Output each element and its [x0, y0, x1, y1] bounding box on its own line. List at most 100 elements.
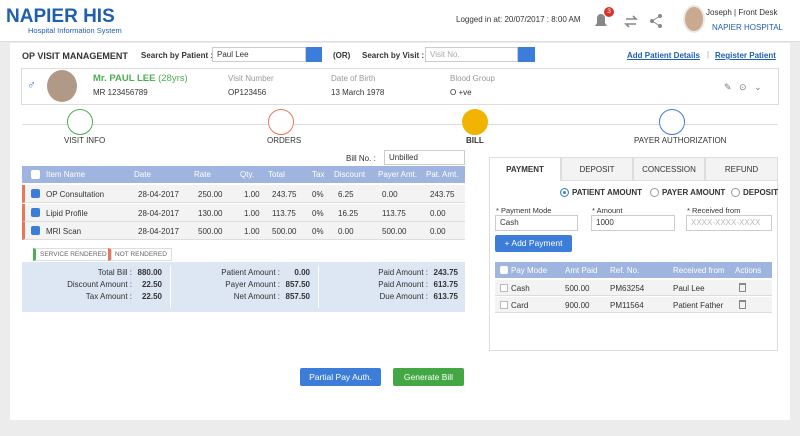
cell: PM63254 — [610, 284, 645, 293]
step-label[interactable]: VISIT INFO — [64, 136, 106, 145]
checkbox[interactable] — [31, 189, 40, 198]
payment-table: Pay Mode Amt Paid Ref. No. Received from Act… — [495, 262, 772, 316]
table-header: Pay Mode Amt Paid Ref. No. Received from Act… — [495, 262, 772, 278]
radio[interactable] — [731, 188, 740, 197]
summary-value: 243.75 — [433, 268, 458, 277]
hospital: NAPIER HOSPITAL — [712, 23, 783, 32]
cell: 500.00 — [382, 227, 407, 236]
amount-options: PATIENT AMOUNT PAYER AMOUNT DEPOSIT — [560, 187, 778, 199]
patient-mr: MR 123456789 — [93, 88, 148, 97]
step-label[interactable]: PAYER AUTHORIZATION — [634, 136, 727, 145]
step-icon[interactable] — [659, 109, 685, 135]
checkbox[interactable] — [500, 301, 508, 309]
step-icon[interactable] — [462, 109, 488, 135]
search-patient-button[interactable] — [306, 47, 322, 62]
header — [0, 0, 800, 42]
radio-label[interactable]: PAYER AMOUNT — [662, 188, 726, 197]
search-visit-button[interactable] — [518, 47, 535, 62]
step-icon[interactable] — [67, 109, 93, 135]
cell: MRI Scan — [46, 227, 82, 236]
table-header: Item Name Date Rate Qty. Total Tax Discount Pay… — [22, 166, 465, 183]
or-label: (OR) — [333, 51, 351, 60]
summary-label: Net Amount : — [233, 292, 280, 301]
cell: 500.00 — [272, 227, 297, 236]
notification-badge[interactable]: 3 — [604, 7, 614, 17]
cell: 0.00 — [382, 190, 398, 199]
form-label: * Payment Mode — [496, 206, 552, 215]
tab[interactable]: DEPOSIT — [561, 157, 633, 181]
radio-label[interactable]: PATIENT AMOUNT — [572, 188, 643, 197]
header-icons[interactable] — [590, 10, 670, 32]
radio[interactable] — [650, 188, 659, 197]
table-row: Lipid Profile 28-04-2017 130.00 1.00 113.75 0… — [22, 203, 465, 222]
summary-value: 613.75 — [433, 280, 458, 289]
step-icon[interactable] — [268, 109, 294, 135]
cell: Cash — [511, 284, 530, 293]
avatar[interactable] — [683, 5, 705, 33]
search-visit-input[interactable]: Visit No. — [425, 47, 518, 62]
cell: 28-04-2017 — [138, 190, 179, 199]
generate-bill-button[interactable]: Generate Bill — [393, 368, 464, 386]
link[interactable]: Add Patient Details — [627, 51, 700, 60]
checkbox[interactable] — [500, 266, 508, 274]
partial-pay-button[interactable]: Partial Pay Auth. — [300, 368, 381, 386]
amount-input[interactable]: 1000 — [591, 215, 675, 231]
search-patient-label: Search by Patient : — [141, 51, 214, 60]
cell: 113.75 — [382, 208, 406, 218]
checkbox[interactable] — [31, 207, 40, 217]
legend-item: SERVICE RENDERED — [33, 248, 112, 261]
cell: 500.00 — [565, 284, 590, 293]
cell: 1.00 — [244, 190, 260, 199]
field-label: Blood Group — [450, 74, 495, 83]
search-patient-input[interactable]: Paul Lee — [212, 47, 306, 62]
cell: 16.25 — [338, 208, 359, 218]
checkbox[interactable] — [31, 170, 40, 179]
cell: 243.75 — [272, 190, 297, 199]
card-actions[interactable]: ✎ ⊙ ⌄ — [724, 82, 762, 92]
radio-label[interactable]: DEPOSIT — [743, 188, 779, 197]
summary-label: Tax Amount : — [85, 292, 132, 301]
search-visit-label: Search by Visit : — [362, 51, 425, 60]
user: Joseph | Front Desk — [706, 8, 778, 17]
summary-value: 857.50 — [285, 280, 310, 289]
delete-icon[interactable] — [739, 283, 746, 292]
logo-sub: Hospital Information System — [28, 26, 122, 35]
column-header: Amt Paid — [565, 266, 598, 275]
tab[interactable]: PAYMENT — [489, 157, 561, 181]
radio[interactable] — [560, 188, 569, 197]
cell: 1.00 — [244, 208, 260, 218]
patient-photo — [47, 70, 77, 102]
logo: NAPIER HIS — [6, 6, 115, 27]
step-line — [22, 124, 778, 125]
cell: 500.00 — [198, 227, 223, 236]
gender-icon: ♂ — [27, 78, 36, 92]
tab[interactable]: CONCESSION — [633, 157, 705, 181]
step-label[interactable]: ORDERS — [267, 136, 302, 145]
bill-summary: Total Bill : 880.00 Discount Amount : 22.50… — [22, 262, 465, 312]
checkbox[interactable] — [500, 284, 508, 292]
legend-item: NOT RENDERED — [108, 248, 172, 261]
bill-table: Item Name Date Rate Qty. Total Tax Discount Pay… — [22, 166, 465, 241]
tab[interactable]: REFUND — [705, 157, 778, 181]
summary-value: 613.75 — [433, 292, 458, 301]
divider — [170, 266, 171, 308]
column-header: Tax — [312, 170, 325, 179]
received-input[interactable]: XXXX-XXXX-XXXX — [686, 215, 772, 231]
bill-no-select[interactable]: Unbilled — [384, 150, 465, 165]
summary-value: 22.50 — [141, 292, 162, 301]
payment-mode-select[interactable]: Cash — [495, 215, 578, 231]
cell: Lipid Profile — [46, 208, 88, 218]
table-row: Cash 500.00 PM63254 Paul Lee — [495, 280, 772, 296]
patient-name: Mr. PAUL LEE (28yrs) — [93, 73, 188, 84]
link[interactable]: Register Patient — [715, 51, 776, 60]
table-row: OP Consultation 28-04-2017 250.00 1.00 243.7… — [22, 185, 465, 203]
checkbox[interactable] — [31, 226, 40, 235]
tabs: PAYMENT DEPOSIT CONCESSION REFUND — [489, 157, 778, 181]
delete-icon[interactable] — [739, 300, 746, 309]
cell: OP Consultation — [46, 190, 105, 199]
cell: 0.00 — [430, 227, 446, 236]
add-payment-button[interactable]: + Add Payment — [495, 235, 572, 252]
cell: 243.75 — [430, 190, 455, 199]
step-label[interactable]: BILL — [466, 136, 484, 145]
column-header: Payer Amt. — [378, 170, 418, 179]
